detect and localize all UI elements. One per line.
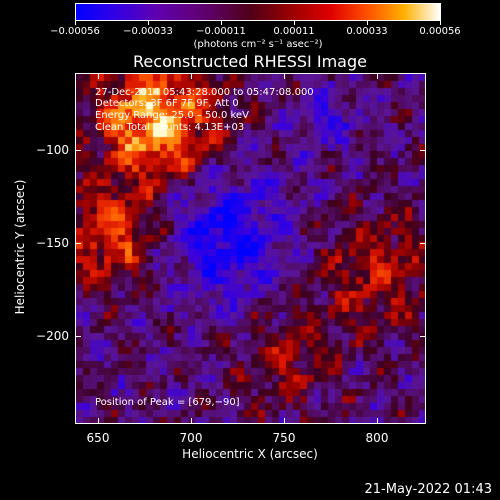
image-panel <box>75 73 426 424</box>
colorbar-tick <box>367 21 368 25</box>
x-axis-tick-top <box>98 73 99 79</box>
y-axis-tick-right <box>420 243 426 244</box>
y-axis-tick-right <box>420 150 426 151</box>
x-tick-label: 800 <box>365 431 389 445</box>
info-time-range: 27‑Dec‑2014 05:43:28.000 to 05:47:08.000 <box>95 87 314 98</box>
colorbar-tick-label: −0.00011 <box>196 26 246 37</box>
info-energy-range: Energy Range: 25.0 – 50.0 keV <box>95 110 249 121</box>
info-clean-counts: Clean Total Counts: 4.13E+03 <box>95 122 245 133</box>
y-axis-tick <box>75 336 81 337</box>
colorbar-tick-label: 0.00011 <box>273 26 315 37</box>
x-axis-tick-top <box>191 73 192 79</box>
y-axis-label: Heliocentric Y (arcsec) <box>13 179 27 315</box>
x-axis-tick-top <box>284 73 285 79</box>
colorbar <box>75 3 441 21</box>
colorbar-units: (photons cm⁻² s⁻¹ asec⁻²) <box>193 39 323 50</box>
x-axis-tick <box>98 418 99 424</box>
x-axis-tick <box>377 418 378 424</box>
y-tick-label: −200 <box>36 329 69 343</box>
info-peak-position: Position of Peak = [679,−90] <box>95 397 240 408</box>
x-tick-label: 750 <box>272 431 296 445</box>
colorbar-tick <box>75 21 76 25</box>
colorbar-tick <box>440 21 441 25</box>
x-axis-tick <box>284 418 285 424</box>
x-tick-label: 650 <box>86 431 110 445</box>
y-axis-tick <box>75 150 81 151</box>
y-axis-tick <box>75 243 81 244</box>
y-tick-label: −150 <box>36 236 69 250</box>
colorbar-tick-label: 0.00033 <box>346 26 388 37</box>
colorbar-tick-label: −0.00033 <box>123 26 173 37</box>
y-tick-label: −100 <box>36 143 69 157</box>
rhessi-image-map <box>76 74 425 423</box>
colorbar-tick <box>294 21 295 25</box>
colorbar-tick <box>148 21 149 25</box>
colorbar-tick-label: 0.00056 <box>419 26 461 37</box>
colorbar-tick <box>221 21 222 25</box>
y-axis-tick-right <box>420 336 426 337</box>
colorbar-tick-label: −0.00056 <box>50 26 100 37</box>
x-axis-tick <box>191 418 192 424</box>
x-tick-label: 700 <box>179 431 203 445</box>
info-detectors: Detectors: 3F 6F 7F 9F, Att 0 <box>95 98 239 109</box>
figure-title: Reconstructed RHESSI Image <box>133 52 367 71</box>
x-axis-tick-top <box>377 73 378 79</box>
generation-timestamp: 21‑May‑2022 01:43 <box>364 482 492 497</box>
x-axis-label: Heliocentric X (arcsec) <box>182 447 318 461</box>
